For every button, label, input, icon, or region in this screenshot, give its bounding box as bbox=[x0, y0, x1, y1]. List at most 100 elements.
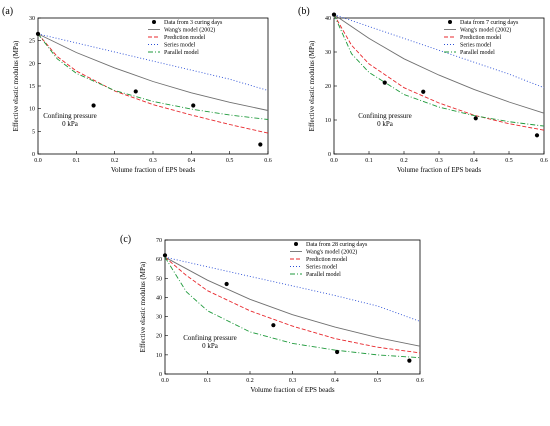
y-tick-label: 20 bbox=[156, 334, 162, 340]
x-axis-label: Volume fraction of EPS beads bbox=[111, 166, 196, 174]
x-tick-label: 0.5 bbox=[505, 158, 513, 164]
data-point bbox=[191, 103, 196, 108]
annotation-text: Confining pressure bbox=[358, 112, 411, 120]
data-point bbox=[473, 116, 478, 121]
data-point bbox=[35, 31, 41, 36]
legend-label: Parallel model bbox=[460, 50, 495, 56]
x-tick-label: 0.5 bbox=[374, 378, 382, 384]
legend-label: Wang's model (2002) bbox=[306, 249, 357, 256]
data-point bbox=[258, 142, 263, 147]
plot-frame bbox=[37, 17, 269, 155]
x-tick-label: 0.0 bbox=[34, 158, 42, 164]
x-tick-label: 0.4 bbox=[331, 378, 339, 384]
series-line-0 bbox=[333, 14, 545, 114]
legend-marker bbox=[294, 242, 298, 246]
series-line-1 bbox=[333, 14, 545, 131]
legend-label: Series model bbox=[306, 265, 337, 271]
legend-label: Parallel model bbox=[164, 50, 199, 56]
legend-label: Prediction model bbox=[306, 257, 347, 263]
series-line-1 bbox=[164, 256, 421, 354]
x-tick-label: 0.2 bbox=[400, 158, 408, 164]
y-tick-label: 15 bbox=[29, 84, 35, 90]
legend-label: Parallel model bbox=[306, 272, 341, 278]
y-tick-label: 10 bbox=[29, 107, 35, 113]
legend-label: Prediction model bbox=[460, 35, 501, 41]
legend-label: Prediction model bbox=[164, 35, 205, 41]
y-tick-label: 10 bbox=[156, 353, 162, 359]
x-tick-label: 0.3 bbox=[289, 378, 297, 384]
data-point bbox=[162, 253, 168, 258]
y-tick-label: 20 bbox=[325, 84, 331, 90]
y-tick-label: 10 bbox=[325, 118, 331, 124]
y-tick-label: 30 bbox=[156, 315, 162, 321]
series-line-2 bbox=[37, 33, 269, 91]
x-tick-label: 0.4 bbox=[470, 158, 478, 164]
y-tick-label: 70 bbox=[156, 238, 162, 244]
panel-label: (c) bbox=[120, 234, 131, 245]
chart-panel-1: (b) 0.0 0.1 0.2 0.3 0.4 0.5 0.6 0 10 20 30 40 Volume … bbox=[298, 6, 548, 174]
data-point bbox=[133, 89, 138, 94]
series-line-3 bbox=[37, 33, 269, 120]
legend-label: Data from 7 curing days bbox=[460, 19, 519, 26]
x-tick-label: 0.6 bbox=[416, 378, 424, 384]
y-tick-label: 30 bbox=[29, 16, 35, 22]
panel-label: (b) bbox=[298, 6, 310, 17]
legend-label: Wang's model (2002) bbox=[460, 27, 511, 34]
y-tick-label: 0 bbox=[32, 152, 35, 158]
chart-panel-0: (a) 0.0 0.1 0.2 0.3 0.4 0.5 0.6 0 5 10 15 20 25 30 Volu… bbox=[2, 6, 272, 174]
x-tick-label: 0.1 bbox=[365, 158, 373, 164]
x-tick-label: 0.6 bbox=[264, 158, 272, 164]
legend-marker bbox=[448, 20, 452, 24]
data-point bbox=[91, 103, 96, 108]
data-point bbox=[407, 358, 412, 363]
x-tick-label: 0.0 bbox=[161, 378, 169, 384]
panel-label: (a) bbox=[2, 6, 13, 17]
data-point bbox=[224, 281, 229, 287]
series-line-2 bbox=[333, 14, 545, 89]
y-tick-label: 40 bbox=[156, 295, 162, 301]
data-point bbox=[382, 80, 387, 85]
y-tick-label: 60 bbox=[156, 257, 162, 263]
annotation-text: 0 kPa bbox=[62, 120, 79, 128]
y-tick-label: 20 bbox=[29, 61, 35, 67]
x-tick-label: 0.0 bbox=[330, 158, 338, 164]
x-tick-label: 0.3 bbox=[149, 158, 157, 164]
y-tick-label: 50 bbox=[156, 276, 162, 282]
x-tick-label: 0.1 bbox=[204, 378, 212, 384]
series-line-3 bbox=[333, 14, 545, 127]
y-axis-label: Effective elastic modulus (MPa) bbox=[12, 40, 20, 131]
data-point bbox=[335, 349, 340, 355]
annotation-text: 0 kPa bbox=[202, 342, 219, 350]
data-point bbox=[534, 133, 540, 138]
y-axis-label: Effective elastic modulus (MPa) bbox=[139, 261, 147, 352]
legend-label: Data from 28 curing days bbox=[306, 241, 368, 248]
y-tick-label: 30 bbox=[325, 50, 331, 56]
series-line-1 bbox=[37, 33, 269, 134]
y-tick-label: 0 bbox=[328, 152, 331, 158]
annotation-text: Confining pressure bbox=[183, 334, 236, 342]
y-tick-label: 0 bbox=[159, 372, 162, 378]
chart-panel-2: (c) 0.0 0.1 0.2 0.3 0.4 0.5 0.6 0 10 20 30 40 50 60 70 V… bbox=[120, 234, 424, 394]
legend-marker bbox=[152, 20, 156, 24]
y-axis-label: Effective elastic modulus (MPa) bbox=[308, 40, 316, 131]
x-tick-label: 0.3 bbox=[435, 158, 443, 164]
y-tick-label: 5 bbox=[32, 129, 35, 135]
x-tick-label: 0.1 bbox=[73, 158, 81, 164]
x-axis-label: Volume fraction of EPS beads bbox=[397, 166, 482, 174]
series-line-2 bbox=[164, 256, 421, 322]
x-tick-label: 0.2 bbox=[111, 158, 119, 164]
legend-label: Series model bbox=[164, 43, 195, 49]
y-tick-label: 40 bbox=[325, 16, 331, 22]
legend-label: Wang's model (2002) bbox=[164, 27, 215, 34]
annotation-text: Confining pressure bbox=[43, 112, 96, 120]
legend-label: Data from 3 curing days bbox=[164, 19, 223, 26]
x-axis-label: Volume fraction of EPS beads bbox=[250, 386, 335, 394]
data-point bbox=[271, 323, 276, 328]
x-tick-label: 0.6 bbox=[540, 158, 548, 164]
series-line-0 bbox=[164, 256, 421, 347]
series-line-0 bbox=[37, 33, 269, 111]
